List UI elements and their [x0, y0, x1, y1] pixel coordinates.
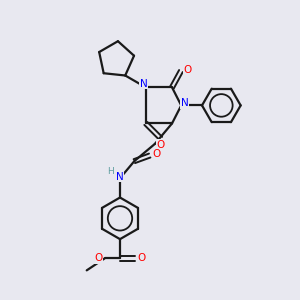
Text: H: H: [107, 167, 114, 176]
Text: O: O: [157, 140, 165, 150]
Text: O: O: [94, 254, 102, 263]
Text: N: N: [140, 79, 147, 89]
Text: O: O: [152, 149, 160, 159]
Text: N: N: [116, 172, 123, 182]
Text: O: O: [138, 254, 146, 263]
Text: O: O: [183, 64, 192, 74]
Text: N: N: [181, 98, 189, 108]
